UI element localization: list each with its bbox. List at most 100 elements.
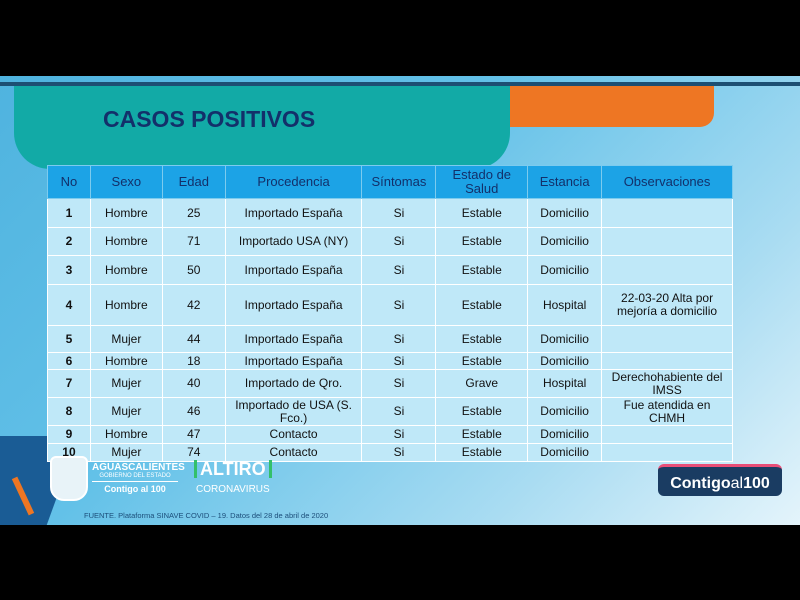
- table-cell: 50: [161, 255, 226, 285]
- gov-slogan: Contigo al 100: [104, 484, 166, 494]
- table-cell: 2: [47, 227, 91, 256]
- altiro-logo: ALTIRO CORONAVIRUS: [194, 460, 272, 495]
- table-cell: Estable: [435, 255, 529, 285]
- table-cell: 7: [47, 369, 91, 398]
- table-cell: Domicilio: [527, 352, 603, 370]
- table-cell: Domicilio: [527, 443, 603, 462]
- table-cell: 22-03-20 Alta por mejoría a domicilio: [601, 284, 733, 326]
- table-cell: Importado España: [224, 198, 363, 228]
- table-cell: Estable: [435, 227, 529, 256]
- table-header: No Sexo Edad Procedencia Síntomas Estado de S…: [47, 165, 733, 199]
- state-coat-of-arms-logo: [50, 456, 88, 501]
- title-banner: [14, 86, 510, 169]
- table-cell: Si: [361, 198, 437, 228]
- table-row: 7 Mujer 40 Importado de Qro. Si Grave Hospital…: [47, 369, 733, 398]
- table-cell: 6: [47, 352, 91, 370]
- table-cell: Hombre: [89, 255, 163, 285]
- badge-text-a: Contigo: [670, 475, 731, 492]
- table-cell: Si: [361, 369, 437, 398]
- table-cell: Estable: [435, 397, 529, 426]
- source-note: FUENTE. Plataforma SINAVE COVID – 19. Da…: [84, 511, 329, 520]
- slide: CASOS POSITIVOS No Sexo Edad Procedencia Sín…: [0, 76, 800, 525]
- table-cell: Mujer: [89, 325, 163, 353]
- badge-text-b: al: [730, 475, 744, 492]
- table-cell: Si: [361, 352, 437, 370]
- table-cell: Si: [361, 227, 437, 256]
- column-header: Estado de Salud: [435, 165, 529, 199]
- table-cell: 44: [161, 325, 226, 353]
- table-cell: Si: [361, 397, 437, 426]
- table-row: 8 Mujer 46 Importado de USA (S. Fco.) Si Esta…: [47, 397, 733, 426]
- column-header: Edad: [161, 165, 226, 199]
- cases-table: No Sexo Edad Procedencia Síntomas Estado de S…: [47, 165, 733, 462]
- table-cell: Hombre: [89, 425, 163, 444]
- table-cell: 74: [161, 443, 226, 462]
- altiro-text: ALTIRO: [194, 460, 272, 478]
- table-cell: Derechohabiente del IMSS: [601, 369, 733, 398]
- column-header: Observaciones: [601, 165, 733, 199]
- table-cell: Importado España: [224, 255, 363, 285]
- column-header: Síntomas: [361, 165, 437, 199]
- gov-name: AGUASCALIENTES: [92, 462, 185, 473]
- slide-title: CASOS POSITIVOS: [103, 106, 316, 132]
- table-cell: Importado de Qro.: [224, 369, 363, 398]
- table-cell: Mujer: [89, 369, 163, 398]
- table-cell: Contacto: [224, 425, 363, 444]
- table-cell: Domicilio: [527, 198, 603, 228]
- table-cell: 4: [47, 284, 91, 326]
- table-cell: Mujer: [89, 443, 163, 462]
- table-cell: 42: [161, 284, 226, 326]
- table-cell: Importado USA (NY): [224, 227, 363, 256]
- table-row: 10 Mujer 74 Contacto Si Estable Domicilio: [47, 443, 733, 462]
- column-header: No: [47, 165, 91, 199]
- table-cell: Estable: [435, 425, 529, 444]
- table-cell: Estable: [435, 198, 529, 228]
- table-cell: Si: [361, 325, 437, 353]
- government-logo: AGUASCALIENTES GOBIERNO DEL ESTADO Conti…: [92, 462, 185, 494]
- table-cell: Hombre: [89, 284, 163, 326]
- table-cell: Contacto: [224, 443, 363, 462]
- table-cell: Hombre: [89, 352, 163, 370]
- badge-text-c: 100: [743, 475, 770, 492]
- table-cell: Estable: [435, 284, 529, 326]
- table-cell: Estable: [435, 325, 529, 353]
- table-cell: [601, 352, 733, 370]
- table-row: 3 Hombre 50 Importado España Si Estable Domici…: [47, 255, 733, 285]
- top-line: [0, 82, 800, 86]
- table-cell: Grave: [435, 369, 529, 398]
- table-row: 1 Hombre 25 Importado España Si Estable Domici…: [47, 198, 733, 228]
- table-cell: Hospital: [527, 284, 603, 326]
- table-cell: [601, 425, 733, 444]
- table-cell: Si: [361, 255, 437, 285]
- table-cell: Mujer: [89, 397, 163, 426]
- table-cell: Fue atendida en CHMH: [601, 397, 733, 426]
- table-cell: 47: [161, 425, 226, 444]
- table-cell: Importado España: [224, 284, 363, 326]
- table-cell: Domicilio: [527, 397, 603, 426]
- table-cell: [601, 443, 733, 462]
- table-cell: [601, 255, 733, 285]
- table-cell: Domicilio: [527, 325, 603, 353]
- table-row: 5 Mujer 44 Importado España Si Estable Domicil…: [47, 325, 733, 353]
- table-cell: Importado España: [224, 325, 363, 353]
- table-cell: 1: [47, 198, 91, 228]
- table-row: 4 Hombre 42 Importado España Si Estable Hospit…: [47, 284, 733, 326]
- gov-sub: GOBIERNO DEL ESTADO: [92, 473, 178, 482]
- table-cell: Estable: [435, 352, 529, 370]
- table-cell: 40: [161, 369, 226, 398]
- column-header: Sexo: [89, 165, 163, 199]
- table-cell: Domicilio: [527, 425, 603, 444]
- table-cell: 9: [47, 425, 91, 444]
- table-cell: Hospital: [527, 369, 603, 398]
- table-cell: 46: [161, 397, 226, 426]
- table-row: 9 Hombre 47 Contacto Si Estable Domicilio: [47, 425, 733, 444]
- table-cell: 8: [47, 397, 91, 426]
- table-cell: 5: [47, 325, 91, 353]
- column-header: Procedencia: [224, 165, 363, 199]
- column-header: Estancia: [527, 165, 603, 199]
- table-cell: 25: [161, 198, 226, 228]
- table-cell: 18: [161, 352, 226, 370]
- table-cell: Hombre: [89, 198, 163, 228]
- table-cell: [601, 325, 733, 353]
- table-cell: Si: [361, 284, 437, 326]
